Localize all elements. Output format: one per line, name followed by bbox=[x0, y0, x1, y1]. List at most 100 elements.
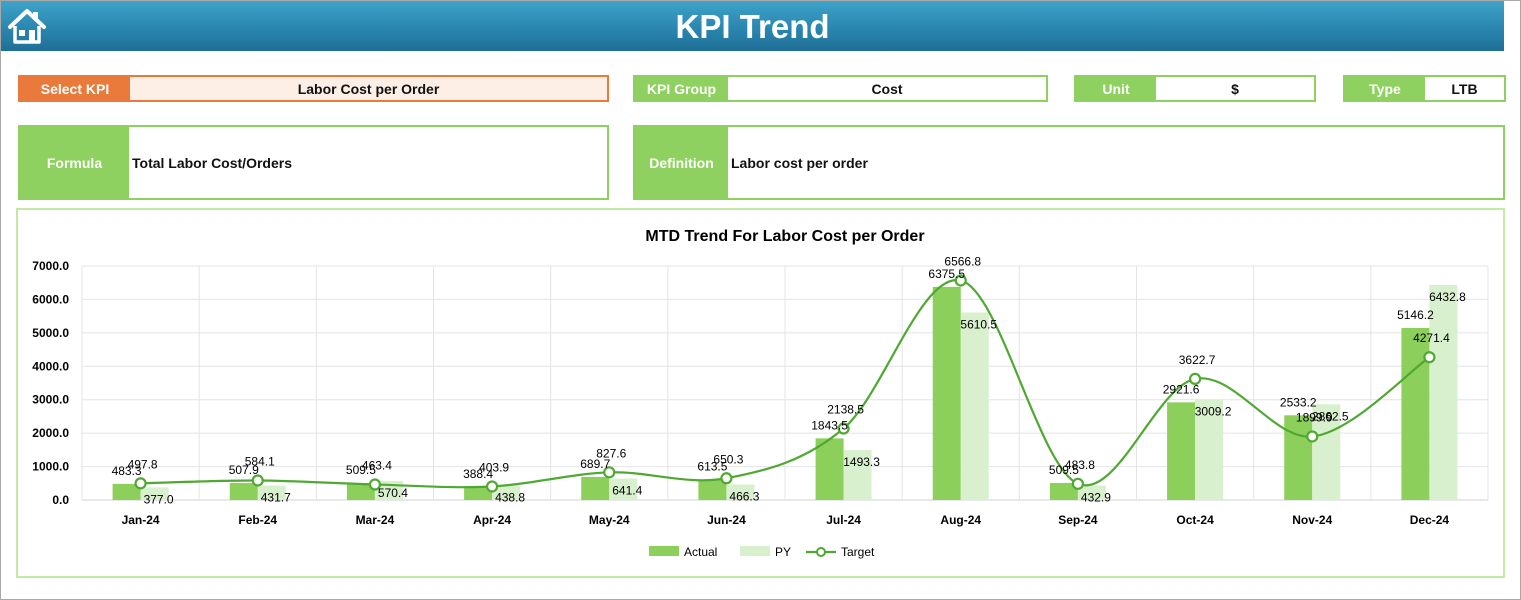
data-label-target: 584.1 bbox=[245, 454, 275, 468]
home-button[interactable] bbox=[5, 6, 49, 46]
data-label-actual: 509.5 bbox=[346, 463, 376, 477]
y-tick-label: 6000.0 bbox=[32, 292, 69, 306]
y-tick-label: 2000.0 bbox=[32, 426, 69, 440]
bar-actual bbox=[581, 476, 610, 500]
data-label-actual: 388.4 bbox=[463, 467, 493, 481]
x-tick-label: Jun-24 bbox=[707, 513, 746, 527]
data-label-py: 641.4 bbox=[612, 484, 642, 498]
target-point bbox=[134, 477, 147, 490]
x-tick-label: Mar-24 bbox=[356, 513, 395, 527]
bar-actual bbox=[698, 479, 727, 500]
target-point bbox=[720, 472, 733, 485]
legend-label-target: Target bbox=[841, 545, 875, 559]
data-label-actual: 689.7 bbox=[580, 457, 610, 471]
kpi-group-label: KPI Group bbox=[635, 77, 728, 100]
data-label-target: 650.3 bbox=[713, 452, 743, 466]
data-label-actual: 507.9 bbox=[229, 463, 259, 477]
data-label-target: 4271.4 bbox=[1413, 331, 1450, 345]
target-point bbox=[1306, 430, 1319, 443]
page-title: KPI Trend bbox=[675, 8, 830, 45]
select-kpi-value[interactable]: Labor Cost per Order bbox=[130, 77, 607, 100]
target-point bbox=[1423, 351, 1436, 364]
data-label-target: 1899.9 bbox=[1296, 410, 1333, 424]
x-tick-label: Apr-24 bbox=[473, 513, 511, 527]
legend-swatch-actual bbox=[649, 546, 679, 556]
data-label-target: 2138.5 bbox=[827, 403, 864, 417]
target-point bbox=[603, 466, 616, 479]
target-point bbox=[837, 422, 850, 435]
data-label-py: 431.7 bbox=[261, 491, 291, 505]
x-tick-label: Dec-24 bbox=[1410, 513, 1450, 527]
bar-actual bbox=[1049, 482, 1078, 500]
unit-field: Unit $ bbox=[1074, 75, 1316, 102]
y-tick-label: 5000.0 bbox=[32, 326, 69, 340]
data-label-actual: 483.3 bbox=[112, 464, 142, 478]
data-label-target: 3622.7 bbox=[1179, 353, 1216, 367]
bar-py bbox=[726, 484, 755, 500]
legend-marker-target bbox=[816, 547, 826, 557]
data-label-target: 403.9 bbox=[479, 460, 509, 474]
data-label-actual: 2533.2 bbox=[1280, 395, 1317, 409]
data-label-actual: 509.5 bbox=[1049, 463, 1079, 477]
type-label: Type bbox=[1345, 77, 1425, 100]
data-label-target: 827.6 bbox=[596, 446, 626, 460]
y-tick-label: 4000.0 bbox=[32, 359, 69, 373]
bar-py bbox=[960, 312, 989, 500]
bar-py bbox=[140, 487, 169, 500]
x-tick-label: May-24 bbox=[589, 513, 630, 527]
type-field: Type LTB bbox=[1343, 75, 1506, 102]
chart-title: MTD Trend For Labor Cost per Order bbox=[645, 228, 924, 245]
data-label-py: 377.0 bbox=[144, 492, 174, 506]
kpi-group-value: Cost bbox=[871, 80, 903, 97]
bar-py bbox=[1312, 404, 1341, 500]
home-icon bbox=[8, 9, 46, 44]
bar-actual bbox=[112, 483, 141, 500]
bar-py bbox=[609, 478, 638, 500]
data-label-py: 570.4 bbox=[378, 486, 408, 500]
bar-py bbox=[492, 485, 521, 500]
target-point bbox=[251, 474, 264, 487]
data-label-py: 1493.3 bbox=[843, 455, 880, 469]
data-label-target: 483.8 bbox=[1065, 458, 1095, 472]
select-kpi-label: Select KPI bbox=[20, 77, 130, 100]
data-label-py: 3009.2 bbox=[1195, 404, 1232, 418]
bar-actual bbox=[815, 438, 844, 500]
data-label-py: 432.9 bbox=[1081, 491, 1111, 505]
data-label-py: 466.3 bbox=[729, 489, 759, 503]
kpi-group-field: KPI Group Cost bbox=[633, 75, 1048, 102]
target-point bbox=[485, 480, 499, 493]
bar-py bbox=[1195, 399, 1224, 500]
type-value: LTB bbox=[1451, 80, 1478, 97]
x-tick-label: Jul-24 bbox=[826, 513, 861, 527]
data-label-py: 6432.8 bbox=[1429, 290, 1466, 304]
bar-actual bbox=[346, 482, 375, 500]
x-tick-label: Feb-24 bbox=[238, 513, 277, 527]
formula-label: Formula bbox=[20, 127, 129, 198]
x-tick-label: Aug-24 bbox=[940, 513, 981, 527]
y-tick-label: 3000.0 bbox=[32, 393, 69, 407]
y-tick-label: 1000.0 bbox=[32, 460, 69, 474]
legend-label-actual: Actual bbox=[684, 545, 717, 559]
bar-actual bbox=[932, 286, 961, 500]
bar-py bbox=[1077, 485, 1106, 500]
bar-py bbox=[1429, 284, 1458, 500]
data-label-actual: 5146.2 bbox=[1397, 308, 1434, 322]
y-tick-label: 7000.0 bbox=[32, 259, 69, 273]
data-label-actual: 1843.5 bbox=[811, 418, 848, 432]
formula-field: Formula Total Labor Cost/Orders bbox=[18, 125, 609, 200]
definition-value: Labor cost per order bbox=[731, 154, 868, 171]
target-point bbox=[368, 478, 382, 491]
unit-value: $ bbox=[1231, 80, 1239, 97]
header-bar: KPI Trend bbox=[1, 1, 1504, 51]
bar-actual bbox=[464, 487, 493, 500]
bar-py bbox=[257, 485, 286, 500]
data-label-actual: 6375.5 bbox=[928, 267, 965, 281]
target-point bbox=[1188, 372, 1202, 385]
data-label-target: 497.8 bbox=[128, 457, 158, 471]
select-kpi-field[interactable]: Select KPI Labor Cost per Order bbox=[18, 75, 609, 102]
target-point bbox=[954, 274, 967, 287]
data-label-target: 463.4 bbox=[362, 459, 392, 473]
bar-actual bbox=[1284, 415, 1313, 500]
bar-py bbox=[843, 450, 872, 500]
